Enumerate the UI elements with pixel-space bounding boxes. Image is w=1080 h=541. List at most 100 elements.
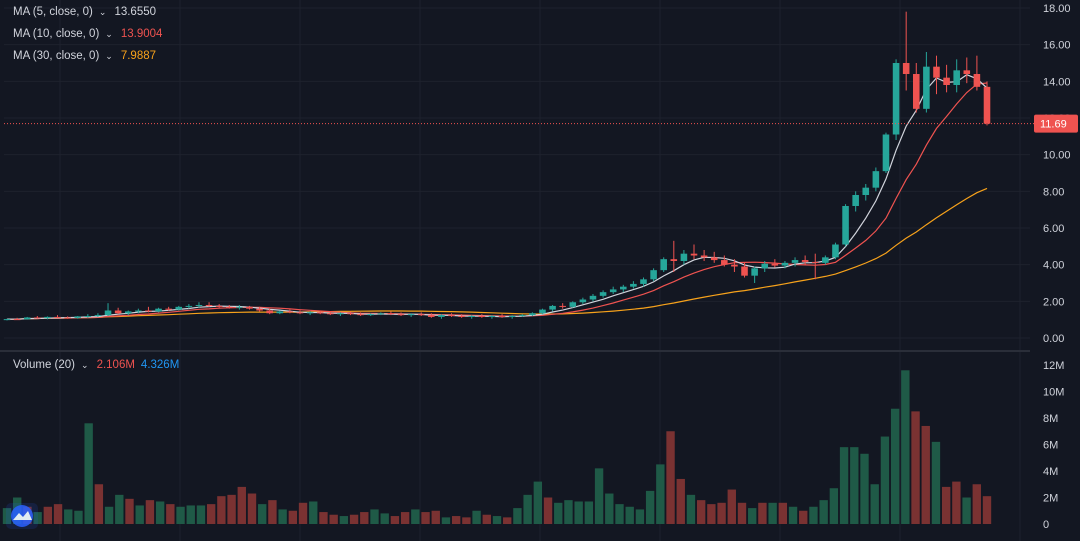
volume-bar [931,441,941,524]
candle-body [357,314,364,316]
candle-body [286,311,294,313]
candle-body [165,308,172,310]
legend-ma10-value: 13.9004 [120,28,163,40]
price-tick-label: 8.00 [1043,186,1064,198]
volume-bar [125,498,134,524]
volume-bar [258,504,267,524]
volume-bar [727,489,736,524]
tradingview-logo-icon[interactable] [6,503,38,529]
volume-bar [339,516,349,524]
volume-bar [635,509,645,524]
volume-bar [819,500,828,524]
volume-axis[interactable]: 12M 10M 8M 6M 4M 2M 0 [1043,360,1064,531]
legend-volume-value2: 4.326M [140,359,180,371]
volume-bar [574,501,583,524]
volume-bar [594,468,604,524]
volume-bar [247,493,257,524]
price-tick-label: 16.00 [1043,40,1071,52]
chevron-down-icon[interactable]: ⌄ [105,28,113,39]
candle-body [690,253,698,256]
volume-bar [431,510,440,524]
candle-body [842,206,849,245]
volume-bar [298,502,308,524]
candle-body [832,244,839,258]
legend-ma30-value: 7.9887 [120,50,157,62]
ma30-line [6,187,988,320]
volume-bar [788,506,798,524]
candle-body [44,316,51,319]
candle-body [882,134,890,172]
volume-series [2,370,992,524]
grid-lines [4,0,1030,541]
candle-body [518,315,526,317]
moving-average-lines [6,74,988,320]
volume-tick-label: 4M [1043,466,1058,478]
candle-body [104,310,112,316]
volume-bar [309,501,318,524]
volume-bar [33,512,42,524]
candle-body [175,306,183,310]
candle-body [135,310,142,312]
candle-body [316,312,324,314]
volume-bar [115,494,124,524]
volume-bar [768,502,777,524]
candle-body [589,295,597,300]
candle-body [670,259,678,261]
volume-bar [421,512,430,524]
price-tick-label: 4.00 [1043,260,1064,272]
candle-body [943,77,950,85]
candle-body [428,315,435,317]
candle-body [862,187,870,195]
volume-bar [104,506,114,524]
chevron-down-icon[interactable]: ⌄ [98,6,107,17]
candle-body [529,313,536,316]
volume-bar [676,478,685,524]
candle-body [700,255,708,258]
volume-bar [155,501,165,524]
legend-ma30[interactable]: MA (30, close, 0) ⌄ 7.9887 [13,50,156,62]
volume-bar [860,453,869,524]
volume-bar [717,502,726,524]
volume-bar [288,510,298,524]
legend-volume[interactable]: Volume (20) ⌄ 2.106M 4.326M [13,359,179,371]
candle-body [650,270,657,280]
volume-bar [686,494,696,524]
volume-bar [870,484,879,524]
candle-body [205,305,213,306]
volume-bar [554,502,563,524]
candle-body [680,253,688,261]
legend-volume-label: Volume (20) [13,359,76,371]
price-tick-label: 10.00 [1043,150,1071,162]
candle-body [3,319,11,321]
candle-body [923,66,930,109]
volume-bar [564,500,573,524]
candle-body [801,260,809,262]
candle-body [771,263,779,266]
volume-bar [462,517,471,524]
candle-body [367,314,374,316]
volume-bar [707,504,716,524]
chevron-down-icon[interactable]: ⌄ [105,50,113,61]
volume-bar [799,510,808,524]
candle-body [508,316,516,317]
legend-ma5-label: MA (5, close, 0) [13,6,93,18]
candle-body [751,268,758,276]
volume-bar [319,512,328,524]
volume-bar [370,509,379,524]
volume-bar [268,500,277,524]
legend-ma5-value: 13.6550 [114,6,157,18]
legend-ma5[interactable]: MA (5, close, 0) ⌄ 13.6550 [13,6,156,18]
legend-ma10[interactable]: MA (10, close, 0) ⌄ 13.9004 [13,28,162,40]
candle-body [448,315,455,317]
volume-bar [472,510,481,524]
volume-bar [503,517,512,524]
volume-bar [135,505,144,524]
candle-body [185,305,193,307]
price-axis[interactable]: 18.0016.0014.0012.0010.008.006.004.002.0… [1043,3,1071,345]
candle-body [407,314,415,316]
candle-body [256,308,263,311]
chevron-down-icon[interactable]: ⌄ [81,359,89,370]
last-price-label: 11.69 [1040,119,1067,131]
candle-body [246,306,253,309]
